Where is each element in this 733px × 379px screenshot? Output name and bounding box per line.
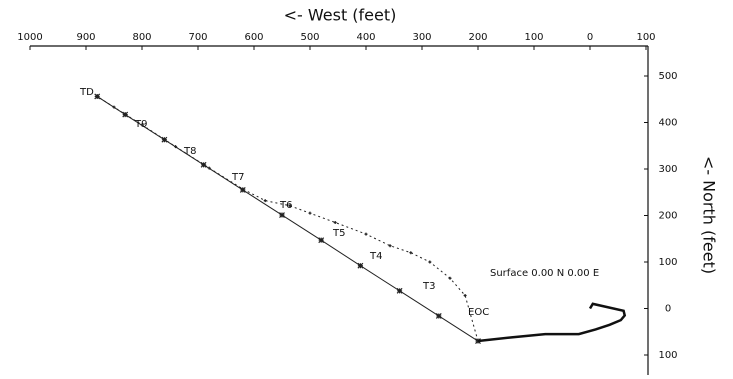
annotation: T4 bbox=[369, 251, 382, 262]
x-tick-label: 700 bbox=[188, 32, 207, 43]
series-marker bbox=[308, 211, 312, 215]
series-marker bbox=[435, 313, 442, 319]
annotation: T6 bbox=[279, 200, 292, 211]
y-tick-label: 100 bbox=[658, 257, 677, 268]
y-tick-label: 500 bbox=[658, 71, 677, 82]
y-tick-label: 200 bbox=[658, 211, 677, 222]
series-line bbox=[477, 302, 627, 343]
x-tick-label: 0 bbox=[587, 32, 593, 43]
annotation: EOC bbox=[468, 307, 489, 318]
x-tick-label: 300 bbox=[412, 32, 431, 43]
series-marker bbox=[241, 187, 245, 191]
x-tick-label: 200 bbox=[468, 32, 487, 43]
y-tick-label: 0 bbox=[665, 304, 671, 315]
y-tick-label: 100 bbox=[658, 350, 677, 361]
series-marker bbox=[95, 94, 99, 98]
annotation: T9 bbox=[134, 119, 147, 130]
series-marker bbox=[207, 166, 211, 170]
y-axis-title: <- North (feet) bbox=[700, 156, 719, 274]
series-marker bbox=[463, 293, 467, 297]
series-line bbox=[96, 96, 479, 342]
series-marker bbox=[409, 251, 413, 255]
annotation: T8 bbox=[183, 146, 196, 157]
series-marker bbox=[428, 260, 432, 264]
series-marker bbox=[279, 212, 285, 218]
series-marker bbox=[140, 123, 144, 127]
series-marker bbox=[174, 145, 178, 149]
annotation: TD bbox=[79, 87, 94, 98]
x-tick-label: 800 bbox=[132, 32, 151, 43]
series-marker bbox=[333, 220, 337, 224]
x-tick-label: 900 bbox=[76, 32, 95, 43]
y-tick-label: 400 bbox=[658, 118, 677, 129]
y-tick-label: 300 bbox=[658, 164, 677, 175]
annotation: Surface 0.00 N 0.00 E bbox=[490, 268, 599, 279]
series-marker bbox=[318, 237, 325, 244]
series-marker bbox=[364, 232, 368, 236]
annotation: T7 bbox=[231, 172, 244, 183]
series-marker bbox=[112, 105, 116, 109]
series-marker bbox=[263, 199, 267, 203]
series-marker bbox=[448, 276, 452, 280]
x-tick-label: 500 bbox=[300, 32, 319, 43]
x-tick-label: 600 bbox=[244, 32, 263, 43]
series-marker bbox=[357, 262, 364, 269]
x-tick-label: 100 bbox=[524, 32, 543, 43]
series-marker bbox=[388, 244, 392, 248]
x-tick-label: 400 bbox=[356, 32, 375, 43]
x-tick-label: 100 bbox=[636, 32, 655, 43]
annotation: T5 bbox=[332, 228, 345, 239]
series-marker bbox=[396, 287, 403, 294]
x-tick-label: 1000 bbox=[17, 32, 42, 43]
series-marker bbox=[200, 161, 207, 168]
annotation: T3 bbox=[422, 281, 435, 292]
x-axis-title: <- West (feet) bbox=[284, 6, 397, 25]
series-marker bbox=[288, 204, 292, 208]
